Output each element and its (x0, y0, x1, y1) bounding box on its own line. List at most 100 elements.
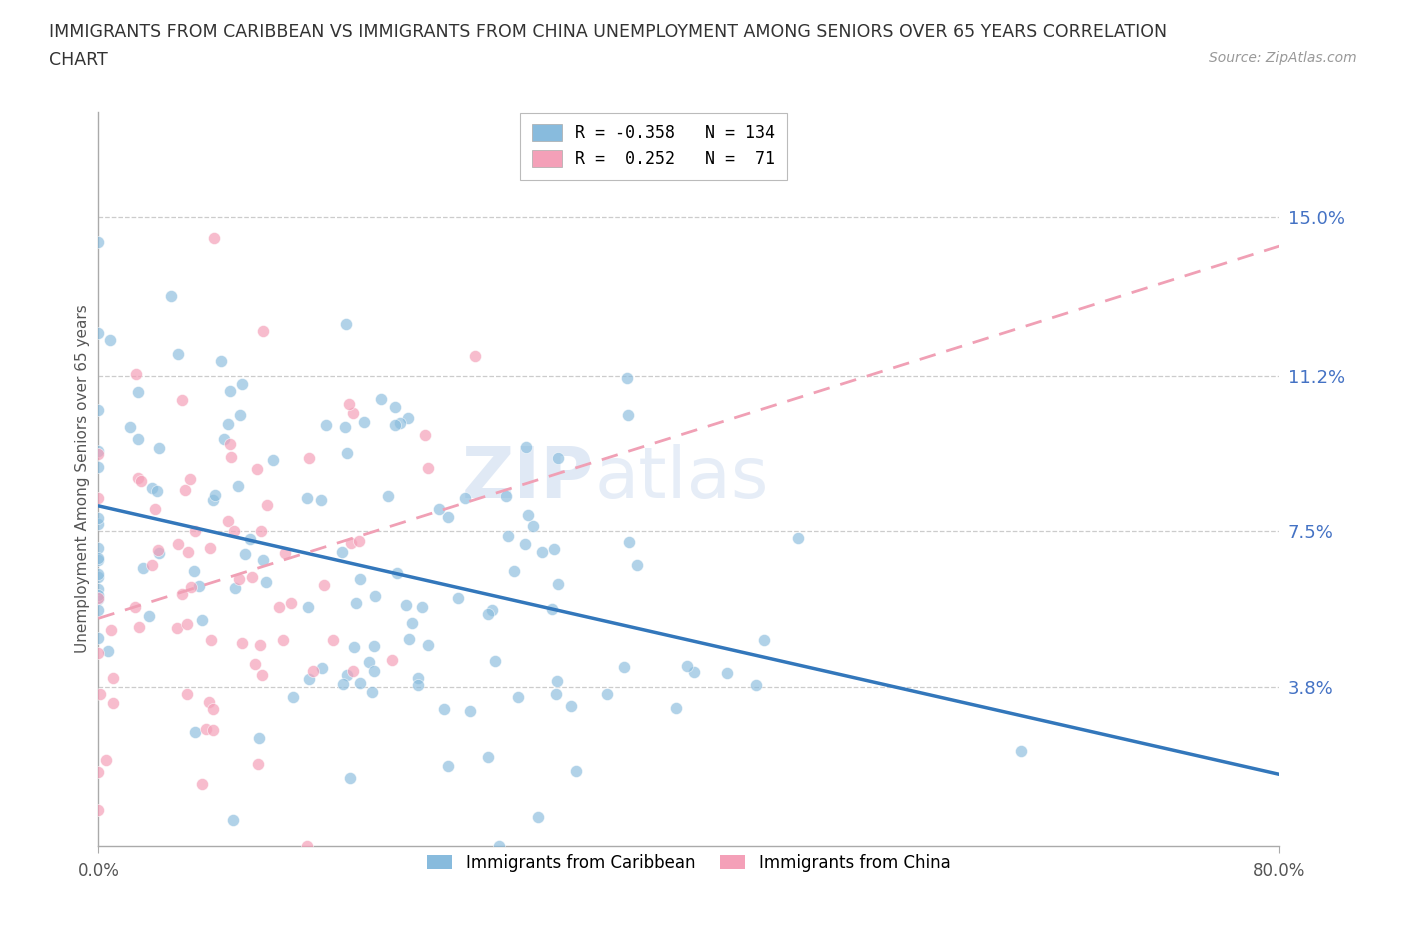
Point (235, 546, 257, 561)
Point (87, 566, 110, 581)
Point (200, 632, 222, 647)
Point (132, 561, 155, 576)
Point (146, 484, 169, 498)
Point (515, 439, 537, 454)
Point (342, 405, 364, 420)
Point (231, 635, 253, 650)
Point (124, 600, 146, 615)
Point (125, 366, 148, 381)
Point (247, 756, 270, 771)
Point (166, 347, 188, 362)
Point (247, 731, 270, 746)
Point (146, 543, 169, 558)
Point (349, 572, 371, 587)
Point (527, 809, 550, 824)
Point (87, 234, 110, 249)
Point (413, 428, 436, 443)
Point (406, 677, 429, 692)
Point (198, 695, 221, 710)
Point (219, 450, 242, 465)
Point (335, 316, 357, 331)
Y-axis label: Unemployment Among Seniors over 65 years: Unemployment Among Seniors over 65 years (75, 305, 90, 653)
Point (191, 777, 214, 791)
Point (229, 407, 252, 422)
Point (458, 703, 481, 718)
Point (349, 676, 371, 691)
Point (267, 600, 290, 615)
Point (389, 415, 412, 430)
Point (87, 459, 110, 474)
Point (94, 752, 117, 767)
Point (87, 591, 110, 605)
Point (166, 621, 188, 636)
Point (616, 371, 638, 386)
Point (298, 671, 321, 686)
Point (336, 445, 359, 460)
Point (252, 553, 274, 568)
Point (226, 479, 249, 494)
Point (224, 580, 246, 595)
Point (176, 544, 198, 559)
Point (103, 671, 125, 685)
Point (297, 600, 319, 615)
Point (228, 571, 250, 586)
Point (222, 524, 245, 538)
Point (167, 537, 190, 551)
Point (433, 701, 456, 716)
Point (87, 403, 110, 418)
Point (309, 493, 332, 508)
Point (401, 616, 423, 631)
Point (340, 536, 363, 551)
Point (87, 646, 110, 661)
Point (353, 414, 375, 429)
Point (254, 574, 277, 589)
Point (546, 687, 568, 702)
Point (97, 644, 120, 658)
Point (252, 324, 274, 339)
Point (209, 354, 232, 369)
Point (596, 686, 619, 701)
Point (198, 541, 221, 556)
Point (191, 613, 214, 628)
Point (87, 541, 110, 556)
Point (141, 481, 163, 496)
Point (87, 587, 110, 602)
Point (183, 564, 205, 578)
Text: IMMIGRANTS FROM CARIBBEAN VS IMMIGRANTS FROM CHINA UNEMPLOYMENT AMONG SENIORS OV: IMMIGRANTS FROM CARIBBEAN VS IMMIGRANTS … (49, 23, 1167, 41)
Point (148, 546, 170, 561)
Legend: Immigrants from Caribbean, Immigrants from China: Immigrants from Caribbean, Immigrants fr… (420, 847, 957, 878)
Point (212, 432, 235, 446)
Point (174, 483, 197, 498)
Point (118, 419, 141, 434)
Point (87, 491, 110, 506)
Point (1010, 743, 1032, 758)
Point (100, 623, 122, 638)
Point (477, 606, 499, 621)
Point (245, 657, 267, 671)
Point (488, 839, 510, 854)
Point (222, 813, 245, 828)
Point (194, 722, 217, 737)
Point (508, 690, 530, 705)
Point (395, 598, 418, 613)
Point (231, 377, 253, 392)
Point (396, 411, 419, 426)
Point (87, 326, 110, 340)
Point (204, 487, 226, 502)
Point (343, 640, 366, 655)
Point (87, 590, 110, 604)
Point (295, 490, 318, 505)
Point (546, 673, 568, 688)
Point (370, 392, 392, 406)
Point (385, 565, 408, 580)
Point (217, 417, 239, 432)
Point (295, 839, 318, 854)
Point (384, 399, 406, 414)
Point (330, 544, 353, 559)
Text: CHART: CHART (49, 51, 108, 69)
Point (786, 531, 808, 546)
Point (498, 528, 520, 543)
Point (752, 633, 775, 648)
Point (87, 764, 110, 779)
Point (281, 689, 304, 704)
